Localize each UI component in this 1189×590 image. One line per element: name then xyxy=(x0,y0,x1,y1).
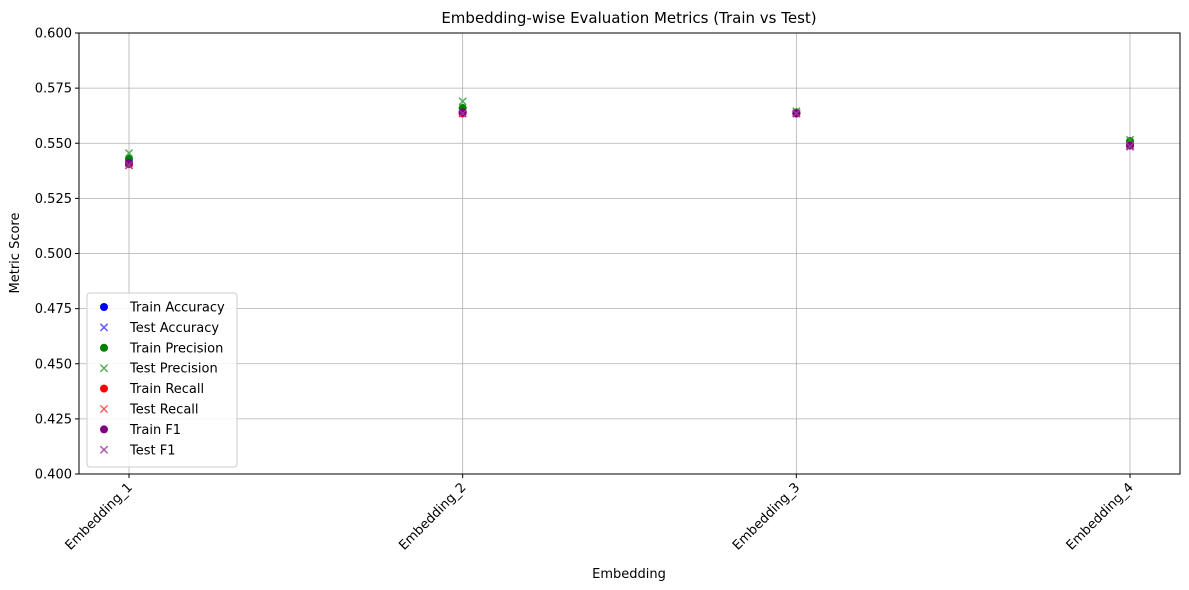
grid-lines xyxy=(79,32,1180,475)
x-tick-label: Embedding_2 xyxy=(396,480,469,553)
y-tick-label: 0.575 xyxy=(35,82,72,97)
legend-label: Train Precision xyxy=(129,341,223,356)
legend-label: Train F1 xyxy=(129,423,181,438)
y-tick-label: 0.450 xyxy=(35,357,72,372)
legend-label: Train Recall xyxy=(129,382,204,397)
legend-label: Test Precision xyxy=(129,362,218,377)
x-tick-label: Embedding_3 xyxy=(730,480,803,553)
legend-entry: Train Accuracy xyxy=(100,301,225,316)
data-point xyxy=(458,108,467,117)
legend-entry: Train F1 xyxy=(100,423,181,438)
data-point xyxy=(124,161,134,170)
legend-marker xyxy=(100,384,108,393)
legend-entry: Test Accuracy xyxy=(99,321,219,336)
x-axis-ticks: Embedding_1 Embedding_2 Embedding_3 Embeddi… xyxy=(63,474,1137,553)
data-point xyxy=(124,149,134,158)
x-tick-label: Embedding_1 xyxy=(63,480,136,553)
legend-entry: Test Precision xyxy=(99,362,218,377)
y-tick-label: 0.500 xyxy=(35,247,72,262)
x-axis-title: Embedding xyxy=(592,567,666,582)
legend-marker xyxy=(99,404,109,414)
legend-label: Test Accuracy xyxy=(129,321,219,336)
legend-entry: Train Recall xyxy=(100,382,204,397)
legend-label: Train Accuracy xyxy=(129,301,225,316)
legend-entry: Train Precision xyxy=(100,341,223,356)
y-tick-label: 0.600 xyxy=(35,27,72,42)
legend-label: Test Recall xyxy=(129,403,199,418)
legend-entry: Test Recall xyxy=(99,403,199,418)
data-point xyxy=(1125,142,1135,151)
data-point xyxy=(458,109,467,118)
legend-marker xyxy=(100,425,108,434)
data-points xyxy=(124,97,1135,170)
y-axis-ticks: 0.400 0.425 0.450 0.475 0.500 0.525 0.550 0.575… xyxy=(35,27,79,483)
y-axis-title: Metric Score xyxy=(8,213,23,294)
legend-marker xyxy=(100,303,108,311)
data-point xyxy=(792,109,801,118)
legend-marker xyxy=(99,364,109,373)
y-tick-label: 0.550 xyxy=(35,137,72,152)
x-tick-label: Embedding_4 xyxy=(1064,480,1137,553)
legend-box xyxy=(86,292,238,468)
legend-marker xyxy=(99,445,109,454)
legend-marker xyxy=(100,343,108,352)
legend-label: Test F1 xyxy=(129,443,175,458)
y-tick-label: 0.425 xyxy=(35,412,72,427)
y-tick-label: 0.400 xyxy=(35,468,72,483)
data-point xyxy=(125,159,133,168)
data-point xyxy=(458,97,467,106)
y-tick-label: 0.475 xyxy=(35,302,72,317)
legend-marker xyxy=(99,323,109,332)
legend: Train Accuracy Test Accuracy Train Precisi… xyxy=(86,292,238,468)
data-point xyxy=(1126,141,1134,150)
legend-entry: Test F1 xyxy=(99,443,175,458)
y-tick-label: 0.525 xyxy=(35,192,72,207)
chart-title: Embedding-wise Evaluation Metrics (Train… xyxy=(441,9,816,27)
